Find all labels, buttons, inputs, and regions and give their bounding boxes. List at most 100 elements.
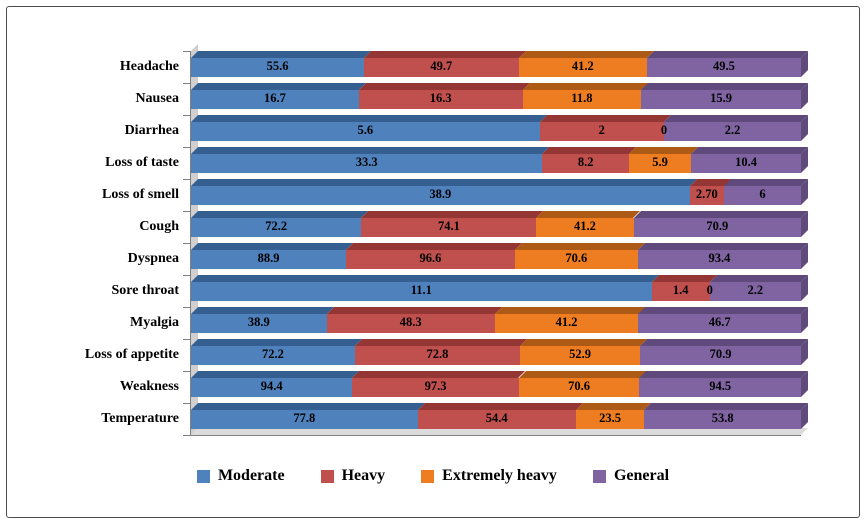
data-label: 11.8 [571, 90, 593, 105]
category-label-weakness: Weakness [119, 379, 179, 394]
segment-moderate: 5.6 [191, 114, 547, 141]
category-label-nausea: Nausea [135, 91, 179, 106]
data-label: 55.6 [266, 58, 289, 73]
segment-moderate: 72.2 [191, 338, 362, 365]
segment-top-face [191, 210, 369, 218]
legend-swatch-extremely-heavy [421, 469, 435, 483]
segment-top-face [191, 274, 659, 282]
x-axis-line [183, 435, 801, 436]
stacked-bar-loss-of-taste: 33.3 8.2 5.9 10.4 [191, 146, 808, 173]
data-label: 16.7 [263, 90, 286, 105]
data-label: 0 [706, 282, 713, 297]
segment-general: 53.8 [644, 402, 808, 429]
data-label: 70.6 [568, 378, 590, 393]
segment-extremely-heavy: 11.8 [522, 82, 649, 109]
stacked-bar-myalgia: 38.9 48.3 41.2 46.7 [191, 306, 808, 333]
category-label-temperature: Temperature [101, 411, 179, 426]
data-label: 77.8 [293, 410, 316, 425]
segment-top-face [709, 274, 808, 282]
segment-top-face [522, 82, 649, 90]
category-label-sore-throat: Sore throat [111, 283, 179, 298]
legend-item-extremely-heavy: Extremely heavy [421, 467, 557, 485]
legend-label-general: General [613, 467, 670, 484]
segment-moderate: 38.9 [191, 178, 697, 205]
category-label-dyspnea: Dyspnea [127, 251, 179, 266]
segment-general: 70.9 [633, 210, 808, 237]
segment-top-face [191, 82, 366, 90]
segment-heavy: 74.1 [361, 210, 544, 237]
data-label: 53.8 [711, 410, 734, 425]
data-label: 70.9 [706, 218, 729, 233]
plot-area: Headache Nausea Diarrhea Loss of taste Loss … [21, 44, 808, 436]
segment-heavy: 48.3 [326, 306, 502, 333]
category-label-headache: Headache [119, 59, 179, 74]
data-label: 52.9 [569, 346, 591, 361]
category-label-myalgia: Myalgia [130, 315, 179, 330]
data-label: 6 [759, 186, 766, 201]
chart-frame: Headache Nausea Diarrhea Loss of taste Loss … [6, 6, 860, 518]
data-label: 16.3 [429, 90, 452, 105]
stacked-bar-nausea: 16.7 16.3 11.8 15.9 [191, 82, 808, 109]
segment-moderate: 94.4 [191, 370, 360, 397]
segment-heavy: 72.8 [354, 338, 528, 365]
segment-extremely-heavy: 23.5 [575, 402, 652, 429]
data-label: 33.3 [355, 154, 378, 169]
category-label-loss-of-taste: Loss of taste [105, 155, 179, 170]
data-label: 8.2 [577, 154, 594, 169]
segment-top-face [358, 82, 530, 90]
data-label: 2.2 [724, 122, 741, 137]
chart-row-myalgia: 38.9 48.3 41.2 46.7 [191, 306, 808, 339]
data-label: 48.3 [399, 314, 422, 329]
legend-item-moderate: Moderate [196, 467, 285, 485]
segment-moderate: 16.7 [191, 82, 366, 109]
legend-label-moderate: Moderate [217, 467, 285, 484]
data-label: 97.3 [424, 378, 447, 393]
data-label: 10.4 [735, 154, 758, 169]
segment-top-face [520, 338, 648, 346]
segment-top-face [191, 370, 360, 378]
data-label: 41.2 [574, 218, 596, 233]
data-label: 41.2 [571, 58, 594, 73]
chart-row-sore-throat: 11.1 1.4 0 2.2 [191, 274, 808, 307]
category-label-cough: Cough [139, 219, 179, 234]
segment-general: 93.4 [637, 242, 808, 269]
segment-extremely-heavy: 70.6 [514, 242, 645, 269]
chart-row-loss-of-smell: 38.9 2.70 6 [191, 178, 808, 211]
chart-row-cough: 72.2 74.1 41.2 70.9 [191, 210, 808, 243]
chart-row-headache: 55.6 49.7 41.2 49.5 [191, 50, 808, 83]
segment-extremely-heavy: 70.6 [518, 370, 647, 397]
segment-top-face [191, 146, 550, 154]
y-axis-ticks [183, 51, 191, 436]
category-label-diarrhea: Diarrhea [124, 123, 179, 138]
segment-heavy: 1.4 [651, 274, 717, 301]
segment-top-face [364, 50, 526, 58]
segment-top-face [518, 50, 654, 58]
data-label: 49.7 [430, 58, 453, 73]
data-label: 54.4 [485, 410, 508, 425]
segment-top-face [191, 338, 362, 346]
segment-moderate: 55.6 [191, 50, 372, 77]
segment-general: 94.5 [639, 370, 808, 397]
data-label: 11.1 [410, 282, 432, 297]
segment-heavy: 49.7 [364, 50, 526, 77]
data-label: 38.9 [247, 314, 270, 329]
data-label: 72.2 [265, 218, 288, 233]
segment-heavy: 16.3 [358, 82, 530, 109]
stacked-bar-loss-of-appetite: 72.2 72.8 52.9 70.9 [191, 338, 808, 365]
segment-top-face [361, 210, 544, 218]
data-label: 70.9 [709, 346, 732, 361]
chart-row-loss-of-appetite: 72.2 72.8 52.9 70.9 [191, 338, 808, 371]
segment-top-face [664, 114, 808, 122]
segment-general: 2.2 [709, 274, 808, 301]
segment-top-face [640, 338, 808, 346]
data-label: 93.4 [708, 250, 731, 265]
data-label: 96.6 [419, 250, 442, 265]
segment-top-face [633, 210, 808, 218]
data-label: 23.5 [599, 410, 622, 425]
segment-top-face [514, 242, 645, 250]
legend-item-heavy: Heavy [320, 467, 385, 485]
data-label: 41.2 [555, 314, 578, 329]
segment-heavy: 8.2 [542, 146, 636, 173]
chart-row-weakness: 94.4 97.3 70.6 94.5 [191, 370, 808, 403]
legend-item-general: General [592, 467, 670, 485]
